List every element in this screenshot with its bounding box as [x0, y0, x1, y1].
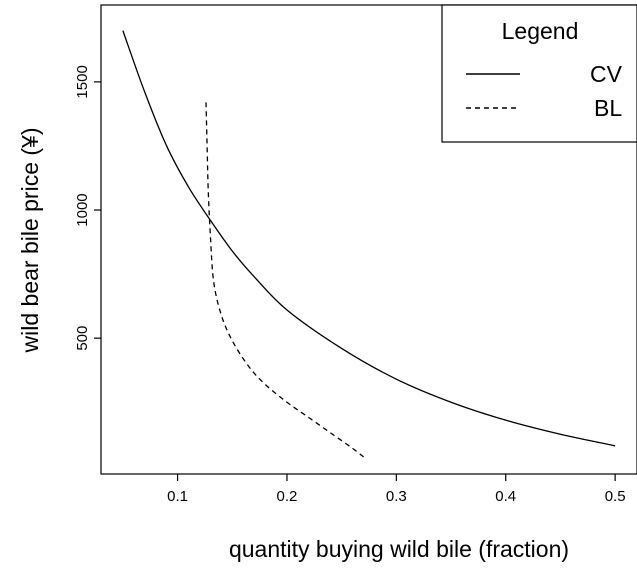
y-tick-label: 500	[74, 326, 91, 351]
x-tick-label: 0.1	[167, 488, 188, 505]
plot-frame	[100, 4, 637, 475]
series-line-bl	[205, 102, 367, 460]
y-axis-title: wild bear bile price (¥)	[17, 128, 43, 354]
x-tick-label: 0.3	[386, 488, 407, 505]
y-tick-label: 1500	[74, 65, 91, 98]
x-tick-label: 0.2	[277, 488, 298, 505]
y-tick-label: 1000	[74, 193, 91, 226]
legend: Legend CV BL	[441, 4, 637, 143]
x-axis: 0.1 0.2 0.3 0.4 0.5	[167, 474, 626, 505]
x-tick-label: 0.4	[495, 488, 516, 505]
x-axis-title: quantity buying wild bile (fraction)	[229, 536, 569, 562]
y-axis: 500 1000 1500	[74, 65, 101, 351]
series-layer	[122, 30, 616, 460]
x-tick-label: 0.5	[605, 488, 626, 505]
legend-label-cv: CV	[590, 61, 623, 87]
series-line-cv	[122, 30, 616, 447]
legend-label-bl: BL	[594, 95, 622, 121]
legend-title: Legend	[502, 18, 579, 44]
legend-box	[441, 4, 637, 143]
